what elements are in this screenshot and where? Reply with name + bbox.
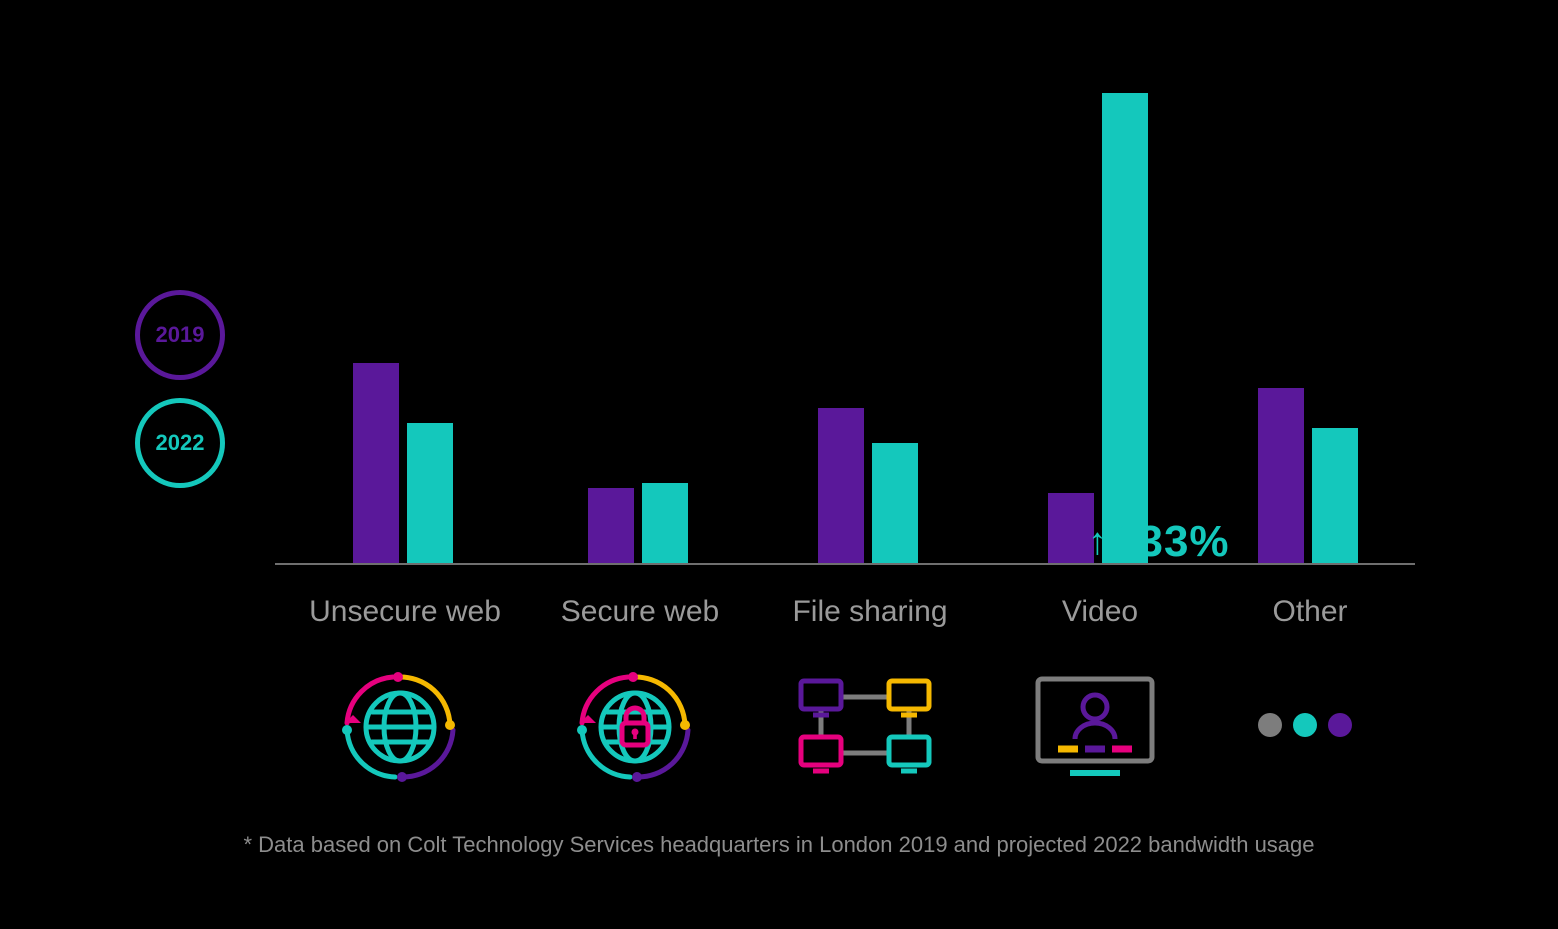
stage: 2019 2022 ↑ 133% xyxy=(0,0,1558,929)
globe-icon xyxy=(310,660,490,790)
bar-secure-web-2019 xyxy=(588,488,634,563)
bar-other-2019 xyxy=(1258,388,1304,563)
footnote: * Data based on Colt Technology Services… xyxy=(0,832,1558,858)
legend-2022-label: 2022 xyxy=(156,430,205,456)
bar-chart: ↑ 133% xyxy=(275,70,1415,565)
legend-2022: 2022 xyxy=(135,398,225,488)
arrow-up-icon: ↑ xyxy=(1088,523,1107,561)
bar-unsecure-web-2019 xyxy=(353,363,399,563)
label-video: Video xyxy=(990,595,1210,629)
legend-2019-label: 2019 xyxy=(156,322,205,348)
dots-icon xyxy=(1215,660,1395,790)
label-other: Other xyxy=(1200,595,1420,629)
chart-baseline xyxy=(275,563,1415,565)
label-unsecure-web: Unsecure web xyxy=(295,595,515,629)
file-sharing-icon xyxy=(775,660,955,790)
bar-file-sharing-2022 xyxy=(872,443,918,563)
bar-other-2022 xyxy=(1312,428,1358,563)
legend-2019: 2019 xyxy=(135,290,225,380)
category-icons xyxy=(275,660,1415,800)
callout-video-text: 133% xyxy=(1113,517,1230,567)
label-secure-web: Secure web xyxy=(530,595,750,629)
bar-video-2022 xyxy=(1102,93,1148,563)
bar-unsecure-web-2022 xyxy=(407,423,453,563)
video-icon xyxy=(1005,660,1185,790)
label-file-sharing: File sharing xyxy=(760,595,980,629)
callout-video: ↑ 133% xyxy=(1088,517,1230,567)
bar-file-sharing-2019 xyxy=(818,408,864,563)
bar-secure-web-2022 xyxy=(642,483,688,563)
legend: 2019 2022 xyxy=(135,290,225,506)
globe-lock-icon xyxy=(545,660,725,790)
